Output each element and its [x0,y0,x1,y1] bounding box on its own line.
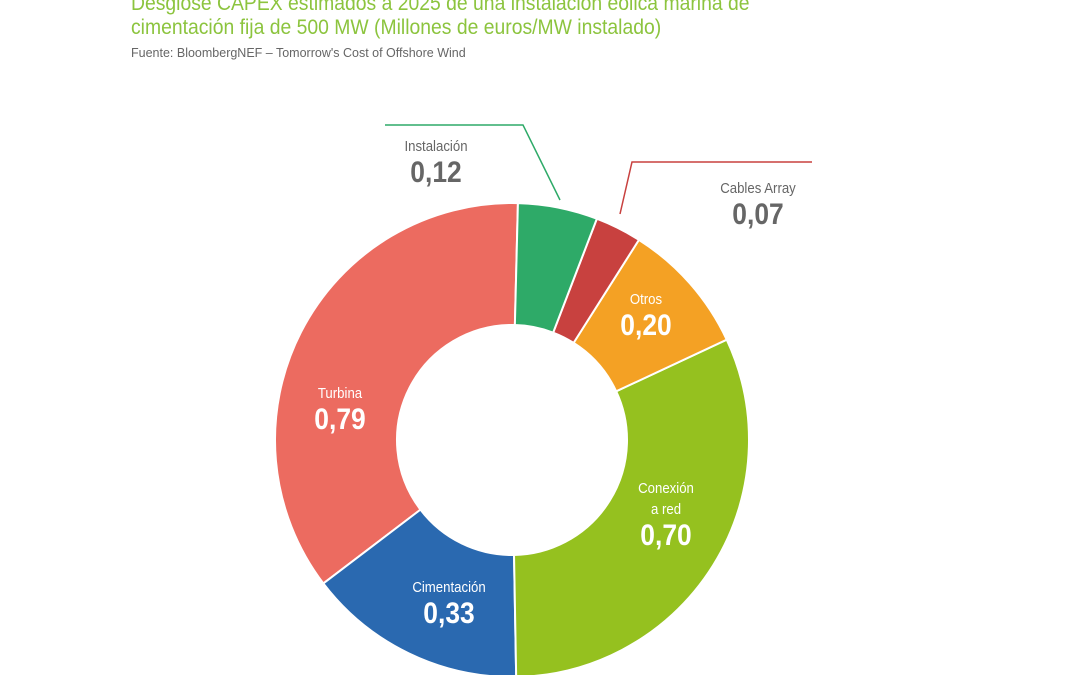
label-cables-array: Cables Array 0,07 [720,180,796,231]
label-conexion: Conexión a red 0,70 [638,480,694,552]
slice-cimentaci-n [321,508,518,675]
slice-otros [572,238,729,393]
label-instalacion: Instalación 0,12 [404,138,468,189]
chart-source: Fuente: BloombergNEF – Tomorrow's Cost o… [131,46,466,60]
slice-cables-array [551,217,641,345]
callout-line-instalacion [385,124,561,201]
chart-title: Desglose CAPEX estimados a 2025 de una i… [131,0,750,39]
label-otros: Otros 0,20 [620,291,672,342]
slice-turbina [274,202,519,585]
callout-line-cables [619,161,812,215]
label-turbina: Turbina 0,79 [314,385,366,436]
slice-instalaci-n [513,202,599,334]
label-cimentacion: Cimentación 0,33 [412,579,486,630]
slice-conexi-n-a-red [513,338,750,675]
